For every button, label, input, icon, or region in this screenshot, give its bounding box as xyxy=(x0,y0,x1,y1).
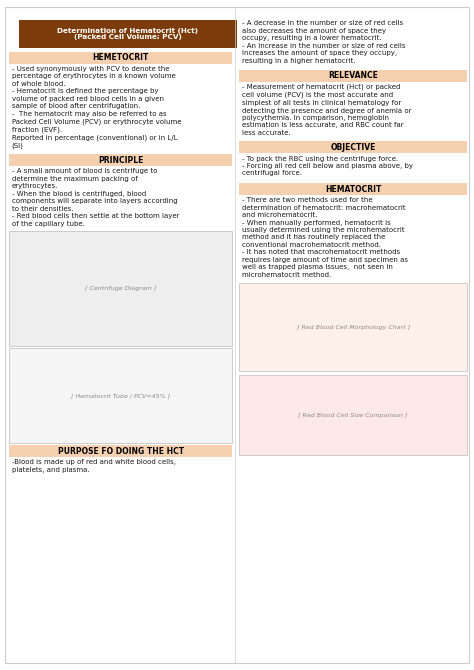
Bar xyxy=(19,20,237,48)
Text: PURPOSE FO DOING THE HCT: PURPOSE FO DOING THE HCT xyxy=(58,447,184,456)
Text: [ Centrifuge Diagram ]: [ Centrifuge Diagram ] xyxy=(85,287,156,291)
Text: - A small amount of blood is centrifuge to
determine the maximum packing of
eryt: - A small amount of blood is centrifuge … xyxy=(12,168,179,227)
Text: [ Red Blood Cell Size Comparison ]: [ Red Blood Cell Size Comparison ] xyxy=(299,413,408,418)
Text: Determination of Hematocrit (Hct)
(Packed Cell Volume; PCV): Determination of Hematocrit (Hct) (Packe… xyxy=(57,27,199,40)
Bar xyxy=(9,155,232,167)
Text: [ Red Blood Cell Morphology Chart ]: [ Red Blood Cell Morphology Chart ] xyxy=(297,325,410,330)
Text: - A decrease in the number or size of red cells
also decreases the amount of spa: - A decrease in the number or size of re… xyxy=(242,20,405,64)
Bar xyxy=(9,52,232,64)
Bar xyxy=(239,70,467,82)
Bar xyxy=(239,375,467,456)
Text: PRINCIPLE: PRINCIPLE xyxy=(98,156,144,165)
Text: -Blood is made up of red and white blood cells,
platelets, and plasma.: -Blood is made up of red and white blood… xyxy=(12,460,176,473)
Bar xyxy=(9,446,232,458)
Text: - To pack the RBC using the centrifuge force.
- Forcing all red cell below and p: - To pack the RBC using the centrifuge f… xyxy=(242,155,413,176)
Bar xyxy=(9,348,232,444)
Bar xyxy=(239,183,467,195)
Text: - Measurement of hematocrit (Hct) or packed
cell volume (PCV) is the most accura: - Measurement of hematocrit (Hct) or pac… xyxy=(242,84,411,136)
Text: [ Hematocrit Tube / PCV=45% ]: [ Hematocrit Tube / PCV=45% ] xyxy=(71,393,171,399)
Bar xyxy=(239,283,467,371)
Text: HEMATOCRIT: HEMATOCRIT xyxy=(325,184,381,194)
Text: OBJECTIVE: OBJECTIVE xyxy=(330,143,376,152)
Bar xyxy=(239,141,467,153)
Text: HEMETOCRIT: HEMETOCRIT xyxy=(93,54,149,62)
Text: - Used synonymously with PCV to denote the
percentage of erythrocytes in a known: - Used synonymously with PCV to denote t… xyxy=(12,66,182,149)
Text: RELEVANCE: RELEVANCE xyxy=(328,72,378,80)
Text: - There are two methods used for the
determination of hematocrit: macrohematocri: - There are two methods used for the det… xyxy=(242,197,408,278)
Bar xyxy=(9,232,232,346)
